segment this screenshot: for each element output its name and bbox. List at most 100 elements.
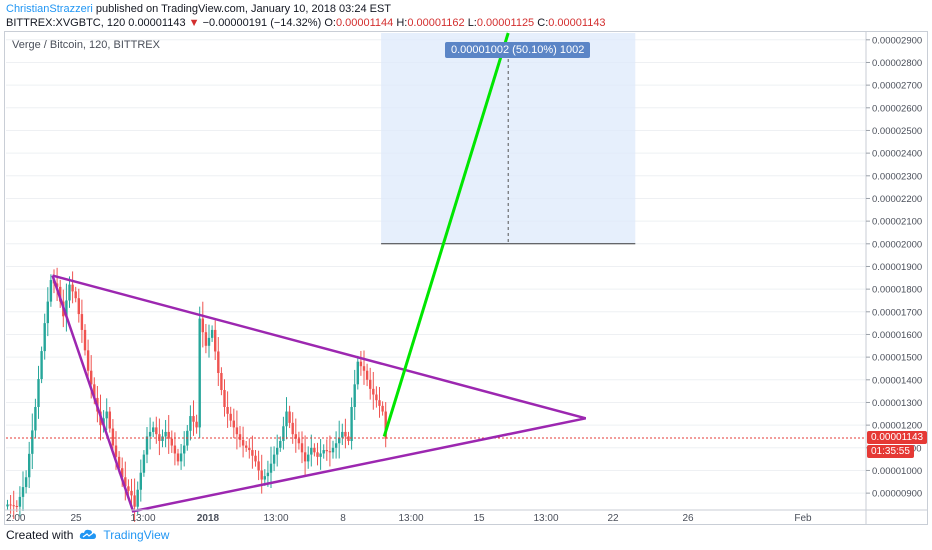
- candle: [12, 490, 15, 519]
- candle: [251, 435, 254, 469]
- candle-body: [378, 400, 381, 406]
- candle-body: [269, 463, 273, 473]
- candle: [37, 365, 40, 419]
- y-tick-label: 0.00002500: [872, 126, 922, 137]
- projection-line: [382, 32, 510, 437]
- y-tick-label: 0.00001700: [872, 307, 922, 318]
- candle-body: [9, 504, 12, 506]
- candle-body: [235, 427, 239, 435]
- candle: [179, 443, 183, 470]
- candle: [291, 412, 294, 444]
- candle-body: [130, 490, 133, 496]
- candle-body: [105, 411, 108, 419]
- candle: [189, 405, 192, 441]
- y-tick-label: 0.00002000: [872, 239, 922, 250]
- candle: [325, 439, 328, 461]
- candle-body: [86, 350, 90, 371]
- candle: [359, 350, 363, 376]
- x-tick-label: 26: [682, 513, 694, 524]
- candle: [214, 320, 217, 360]
- candle-body: [285, 411, 288, 427]
- candle-body: [155, 427, 158, 435]
- candle-body: [43, 323, 46, 352]
- candle: [145, 426, 149, 464]
- candle: [241, 426, 245, 458]
- symbol-interval[interactable]: BITTREX:XVGBTC, 120: [6, 17, 126, 29]
- candle-body: [74, 291, 77, 299]
- tradingview-brand[interactable]: TradingView: [103, 528, 170, 542]
- candle-body: [232, 420, 235, 428]
- candle-body: [257, 461, 260, 471]
- candle-body: [136, 489, 139, 507]
- candle-body: [173, 445, 177, 454]
- candle-body: [372, 388, 375, 395]
- candle-body: [152, 427, 155, 432]
- candle-body: [226, 407, 229, 414]
- candle: [307, 446, 310, 469]
- candle-body: [127, 486, 130, 491]
- author-link[interactable]: ChristianStrazzeri: [6, 3, 93, 15]
- candle-body: [362, 366, 366, 371]
- candle-body: [142, 454, 146, 473]
- candle-body: [350, 407, 353, 441]
- candle: [313, 443, 316, 457]
- candle: [254, 449, 257, 467]
- candle: [43, 313, 46, 360]
- y-tick-label: 0.00001800: [872, 285, 922, 296]
- y-tick-label: 0.00002200: [872, 194, 922, 205]
- x-tick-label: 2018: [197, 513, 220, 524]
- candle-body: [310, 447, 313, 455]
- x-tick-label: 2:00: [6, 513, 26, 524]
- candle: [245, 441, 248, 452]
- y-tick-label: 0.00001600: [872, 330, 922, 341]
- candle: [152, 421, 155, 438]
- candle-body: [40, 351, 43, 380]
- candle: [170, 430, 173, 453]
- candle: [223, 379, 226, 417]
- candle: [316, 442, 319, 466]
- candle-body: [12, 505, 15, 507]
- candle: [83, 324, 87, 356]
- candle: [167, 415, 170, 454]
- candle-body: [24, 477, 28, 488]
- x-tick-label: Feb: [794, 513, 812, 524]
- candle-body: [238, 434, 242, 440]
- candle-body: [37, 379, 40, 407]
- candle-body: [297, 438, 301, 444]
- y-tick-label: 0.00001200: [872, 421, 922, 432]
- candle-body: [117, 456, 121, 469]
- x-tick-label: 8: [340, 513, 346, 524]
- x-tick-label: 13:00: [130, 513, 155, 524]
- candle-body: [164, 431, 167, 437]
- candle-body: [316, 452, 319, 457]
- y-tick-label: 0.00002800: [872, 58, 922, 69]
- candle-body: [313, 447, 316, 453]
- candle: [105, 398, 108, 431]
- candle-body: [291, 422, 294, 435]
- candle-body: [279, 441, 282, 448]
- candle: [344, 418, 347, 449]
- candle: [276, 434, 279, 467]
- x-tick-label: 13:00: [533, 513, 558, 524]
- y-tick-label: 0.00002400: [872, 149, 922, 160]
- candle-body: [325, 450, 328, 452]
- candle-body: [223, 390, 226, 407]
- candle-body: [359, 361, 363, 367]
- candle: [173, 432, 177, 466]
- candle: [68, 276, 71, 308]
- candle-body: [322, 450, 325, 454]
- candle-body: [266, 472, 270, 477]
- x-tick-label: 25: [70, 513, 82, 524]
- candle-body: [307, 454, 310, 462]
- countdown-tag: 01:35:55: [867, 445, 914, 459]
- candle-body: [331, 447, 335, 453]
- chart-frame: [4, 31, 928, 525]
- candle: [226, 391, 229, 428]
- x-tick-label: 13:00: [263, 513, 288, 524]
- candle-body: [328, 451, 332, 453]
- low-value: 0.00001125: [476, 17, 535, 29]
- candle-body: [167, 431, 170, 439]
- candle: [375, 386, 378, 408]
- candle: [192, 400, 195, 436]
